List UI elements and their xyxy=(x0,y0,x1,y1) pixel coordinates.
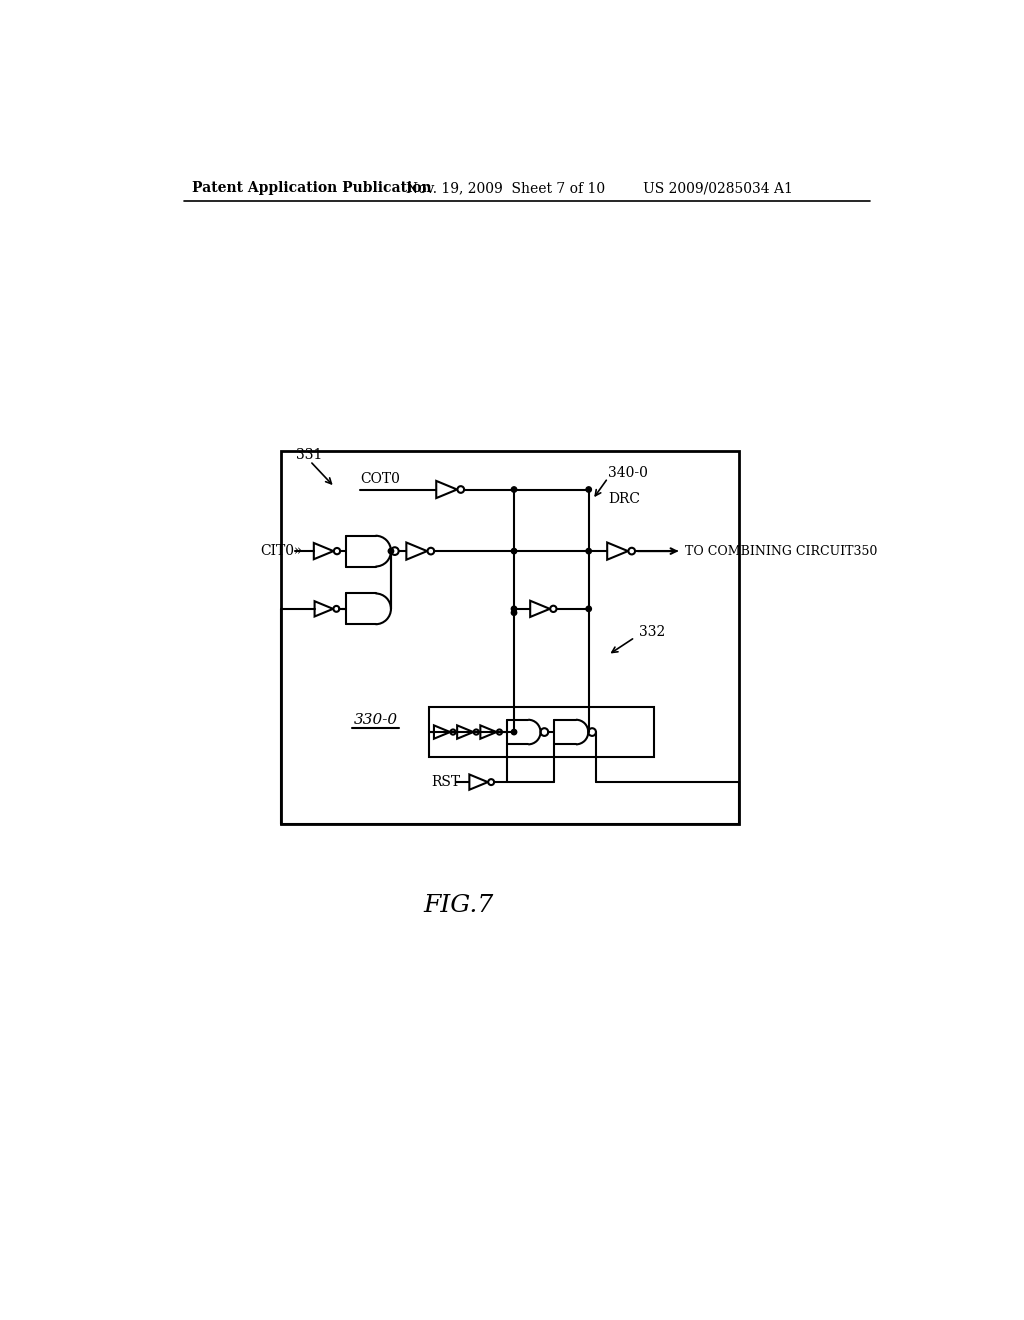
Text: Patent Application Publication: Patent Application Publication xyxy=(193,181,432,195)
Text: 332: 332 xyxy=(639,624,665,639)
Circle shape xyxy=(586,548,592,554)
Bar xyxy=(429,708,654,756)
Text: FIG.7: FIG.7 xyxy=(423,894,494,917)
Text: Nov. 19, 2009  Sheet 7 of 10: Nov. 19, 2009 Sheet 7 of 10 xyxy=(407,181,605,195)
Circle shape xyxy=(511,730,517,735)
Circle shape xyxy=(586,606,592,611)
Text: 340-0: 340-0 xyxy=(608,466,648,479)
Text: 331: 331 xyxy=(296,447,323,462)
Circle shape xyxy=(586,487,592,492)
Circle shape xyxy=(511,606,517,611)
Circle shape xyxy=(388,548,393,554)
Text: DRC: DRC xyxy=(608,492,640,506)
Circle shape xyxy=(511,610,517,615)
Text: US 2009/0285034 A1: US 2009/0285034 A1 xyxy=(643,181,793,195)
Text: RST: RST xyxy=(431,775,460,789)
Text: TO COMBINING CIRCUIT350: TO COMBINING CIRCUIT350 xyxy=(685,545,878,557)
Circle shape xyxy=(511,487,517,492)
Text: CIT0»: CIT0» xyxy=(260,544,302,558)
Circle shape xyxy=(511,548,517,554)
Bar xyxy=(281,451,739,825)
Text: COT0: COT0 xyxy=(360,471,400,486)
Text: 330-0: 330-0 xyxy=(354,714,398,727)
